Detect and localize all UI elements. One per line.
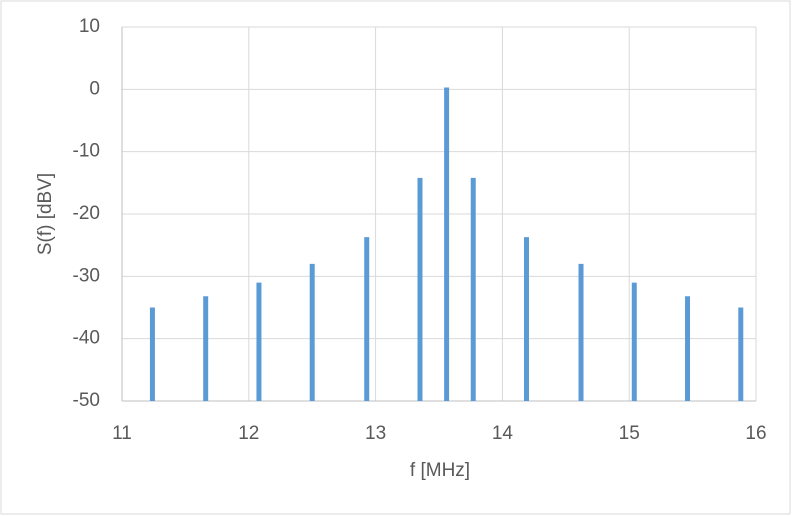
x-tick-label: 12 [238,423,259,444]
y-tick-label: -10 [73,141,100,162]
y-tick-label: -50 [73,390,100,411]
y-tick-label: 10 [79,16,100,37]
y-tick-label: -30 [73,265,100,286]
x-tick-label: 13 [365,423,386,444]
y-axis-title: S(f) [dBV] [35,173,56,255]
y-tick-label: 0 [89,78,100,99]
x-tick-label: 11 [112,423,132,444]
y-tick-label: -40 [73,328,100,349]
x-axis-title: f [MHz] [410,460,470,481]
x-tick-label: 14 [492,423,514,444]
x-tick-label: 15 [619,423,640,444]
x-tick-label: 16 [745,423,766,444]
y-tick-label: -20 [73,203,100,224]
